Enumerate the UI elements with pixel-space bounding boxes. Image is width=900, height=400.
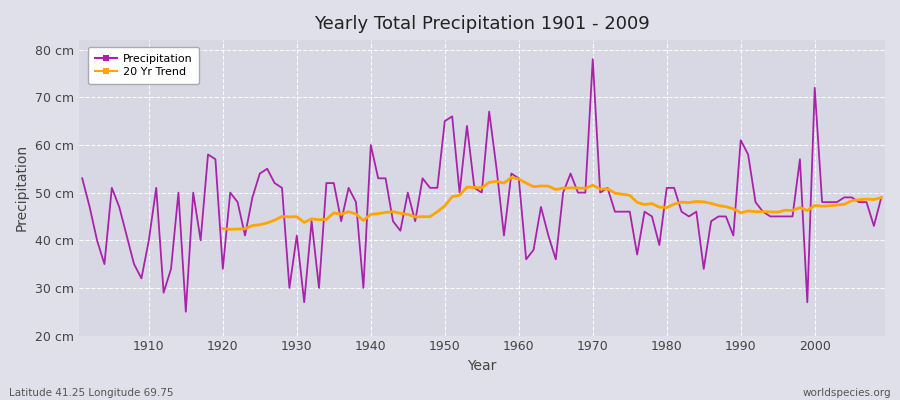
Text: worldspecies.org: worldspecies.org [803,388,891,398]
X-axis label: Year: Year [467,359,497,373]
Title: Yearly Total Precipitation 1901 - 2009: Yearly Total Precipitation 1901 - 2009 [314,15,650,33]
Y-axis label: Precipitation: Precipitation [15,144,29,232]
Legend: Precipitation, 20 Yr Trend: Precipitation, 20 Yr Trend [88,47,199,84]
Text: Latitude 41.25 Longitude 69.75: Latitude 41.25 Longitude 69.75 [9,388,174,398]
